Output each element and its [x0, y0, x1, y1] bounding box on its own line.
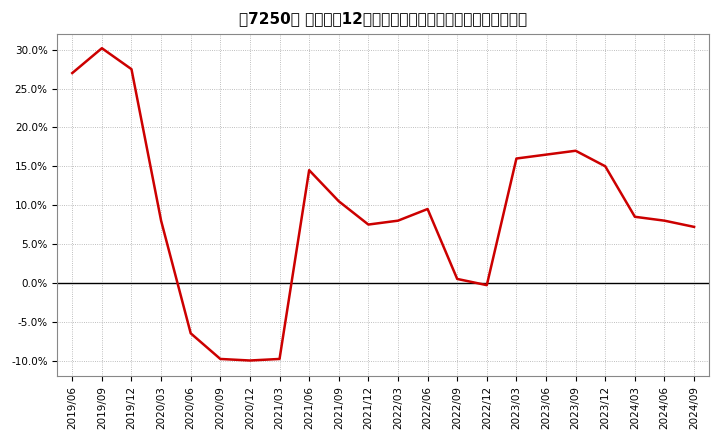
Title: ［7250］ 売上高の12か月移動合計の対前年同期増減率の推移: ［7250］ 売上高の12か月移動合計の対前年同期増減率の推移	[239, 11, 527, 26]
